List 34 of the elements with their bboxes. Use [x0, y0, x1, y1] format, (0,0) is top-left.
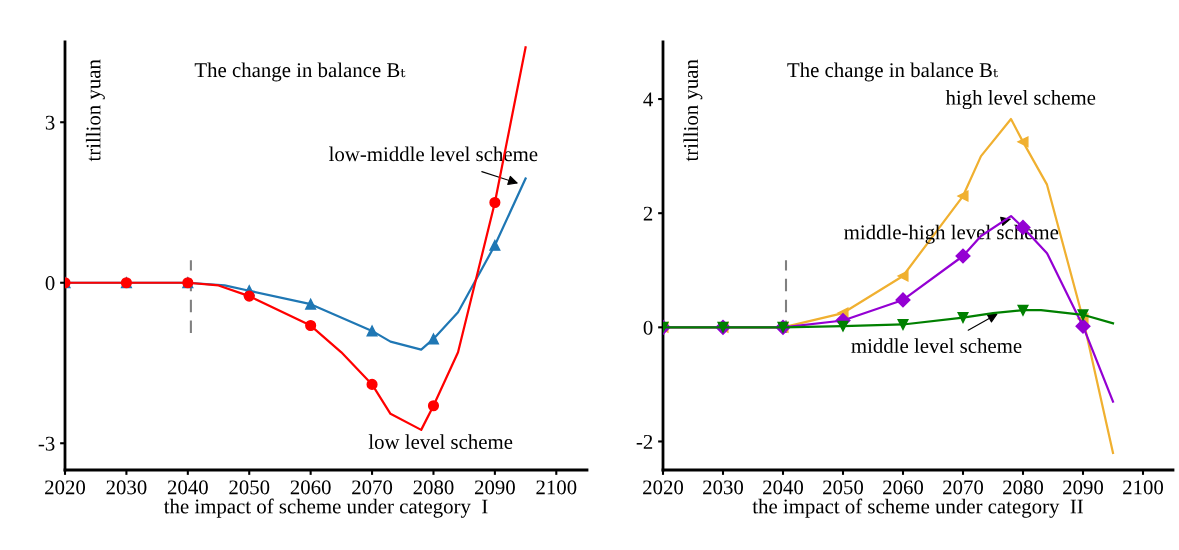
x-tick-label: 2030: [106, 480, 147, 495]
annotation: low level scheme: [368, 434, 513, 449]
text: The change in balance Bₜ: [194, 62, 406, 82]
y-tick-label: 3: [45, 115, 55, 130]
y-tick-label: -3: [38, 436, 55, 451]
y-tick-label: -2: [636, 434, 653, 449]
x-tick-label: 2060: [883, 480, 924, 495]
x-tick-label: 2020: [643, 480, 684, 495]
annotation: high level scheme: [945, 90, 1096, 110]
x-tick-label: 2020: [45, 480, 86, 495]
y-tick-label: 0: [643, 320, 653, 335]
x-tick-label: 2040: [763, 480, 804, 495]
x-tick-label: 2040: [167, 480, 208, 495]
x-tick-label: 2090: [474, 480, 515, 495]
y-tick-label: 4: [643, 92, 653, 107]
x-tick-label: 2080: [1003, 480, 1044, 495]
y-axis-title: trillion yuan: [85, 59, 105, 162]
y-axis-title: trillion yuan: [683, 59, 703, 162]
x-axis-title: the impact of scheme under category II: [752, 498, 1083, 518]
x-tick-label: 2070: [943, 480, 984, 495]
x-tick-label: 2050: [229, 480, 270, 495]
x-tick-label: 2080: [413, 480, 454, 495]
y-tick-label: 0: [45, 276, 55, 291]
x-tick-label: 2100: [1123, 480, 1164, 495]
x-tick-label: 2090: [1063, 480, 1104, 495]
text: The change in balance Bₜ: [787, 62, 999, 82]
x-tick-label: 2050: [823, 480, 864, 495]
x-axis-title: the impact of scheme under category I: [163, 498, 488, 518]
annotation: middle level scheme: [851, 338, 1022, 353]
x-tick-label: 2030: [703, 480, 744, 495]
y-tick-label: 2: [643, 206, 653, 221]
x-tick-label: 2100: [536, 480, 577, 495]
x-tick-label: 2070: [352, 480, 393, 495]
x-tick-label: 2060: [290, 480, 331, 495]
